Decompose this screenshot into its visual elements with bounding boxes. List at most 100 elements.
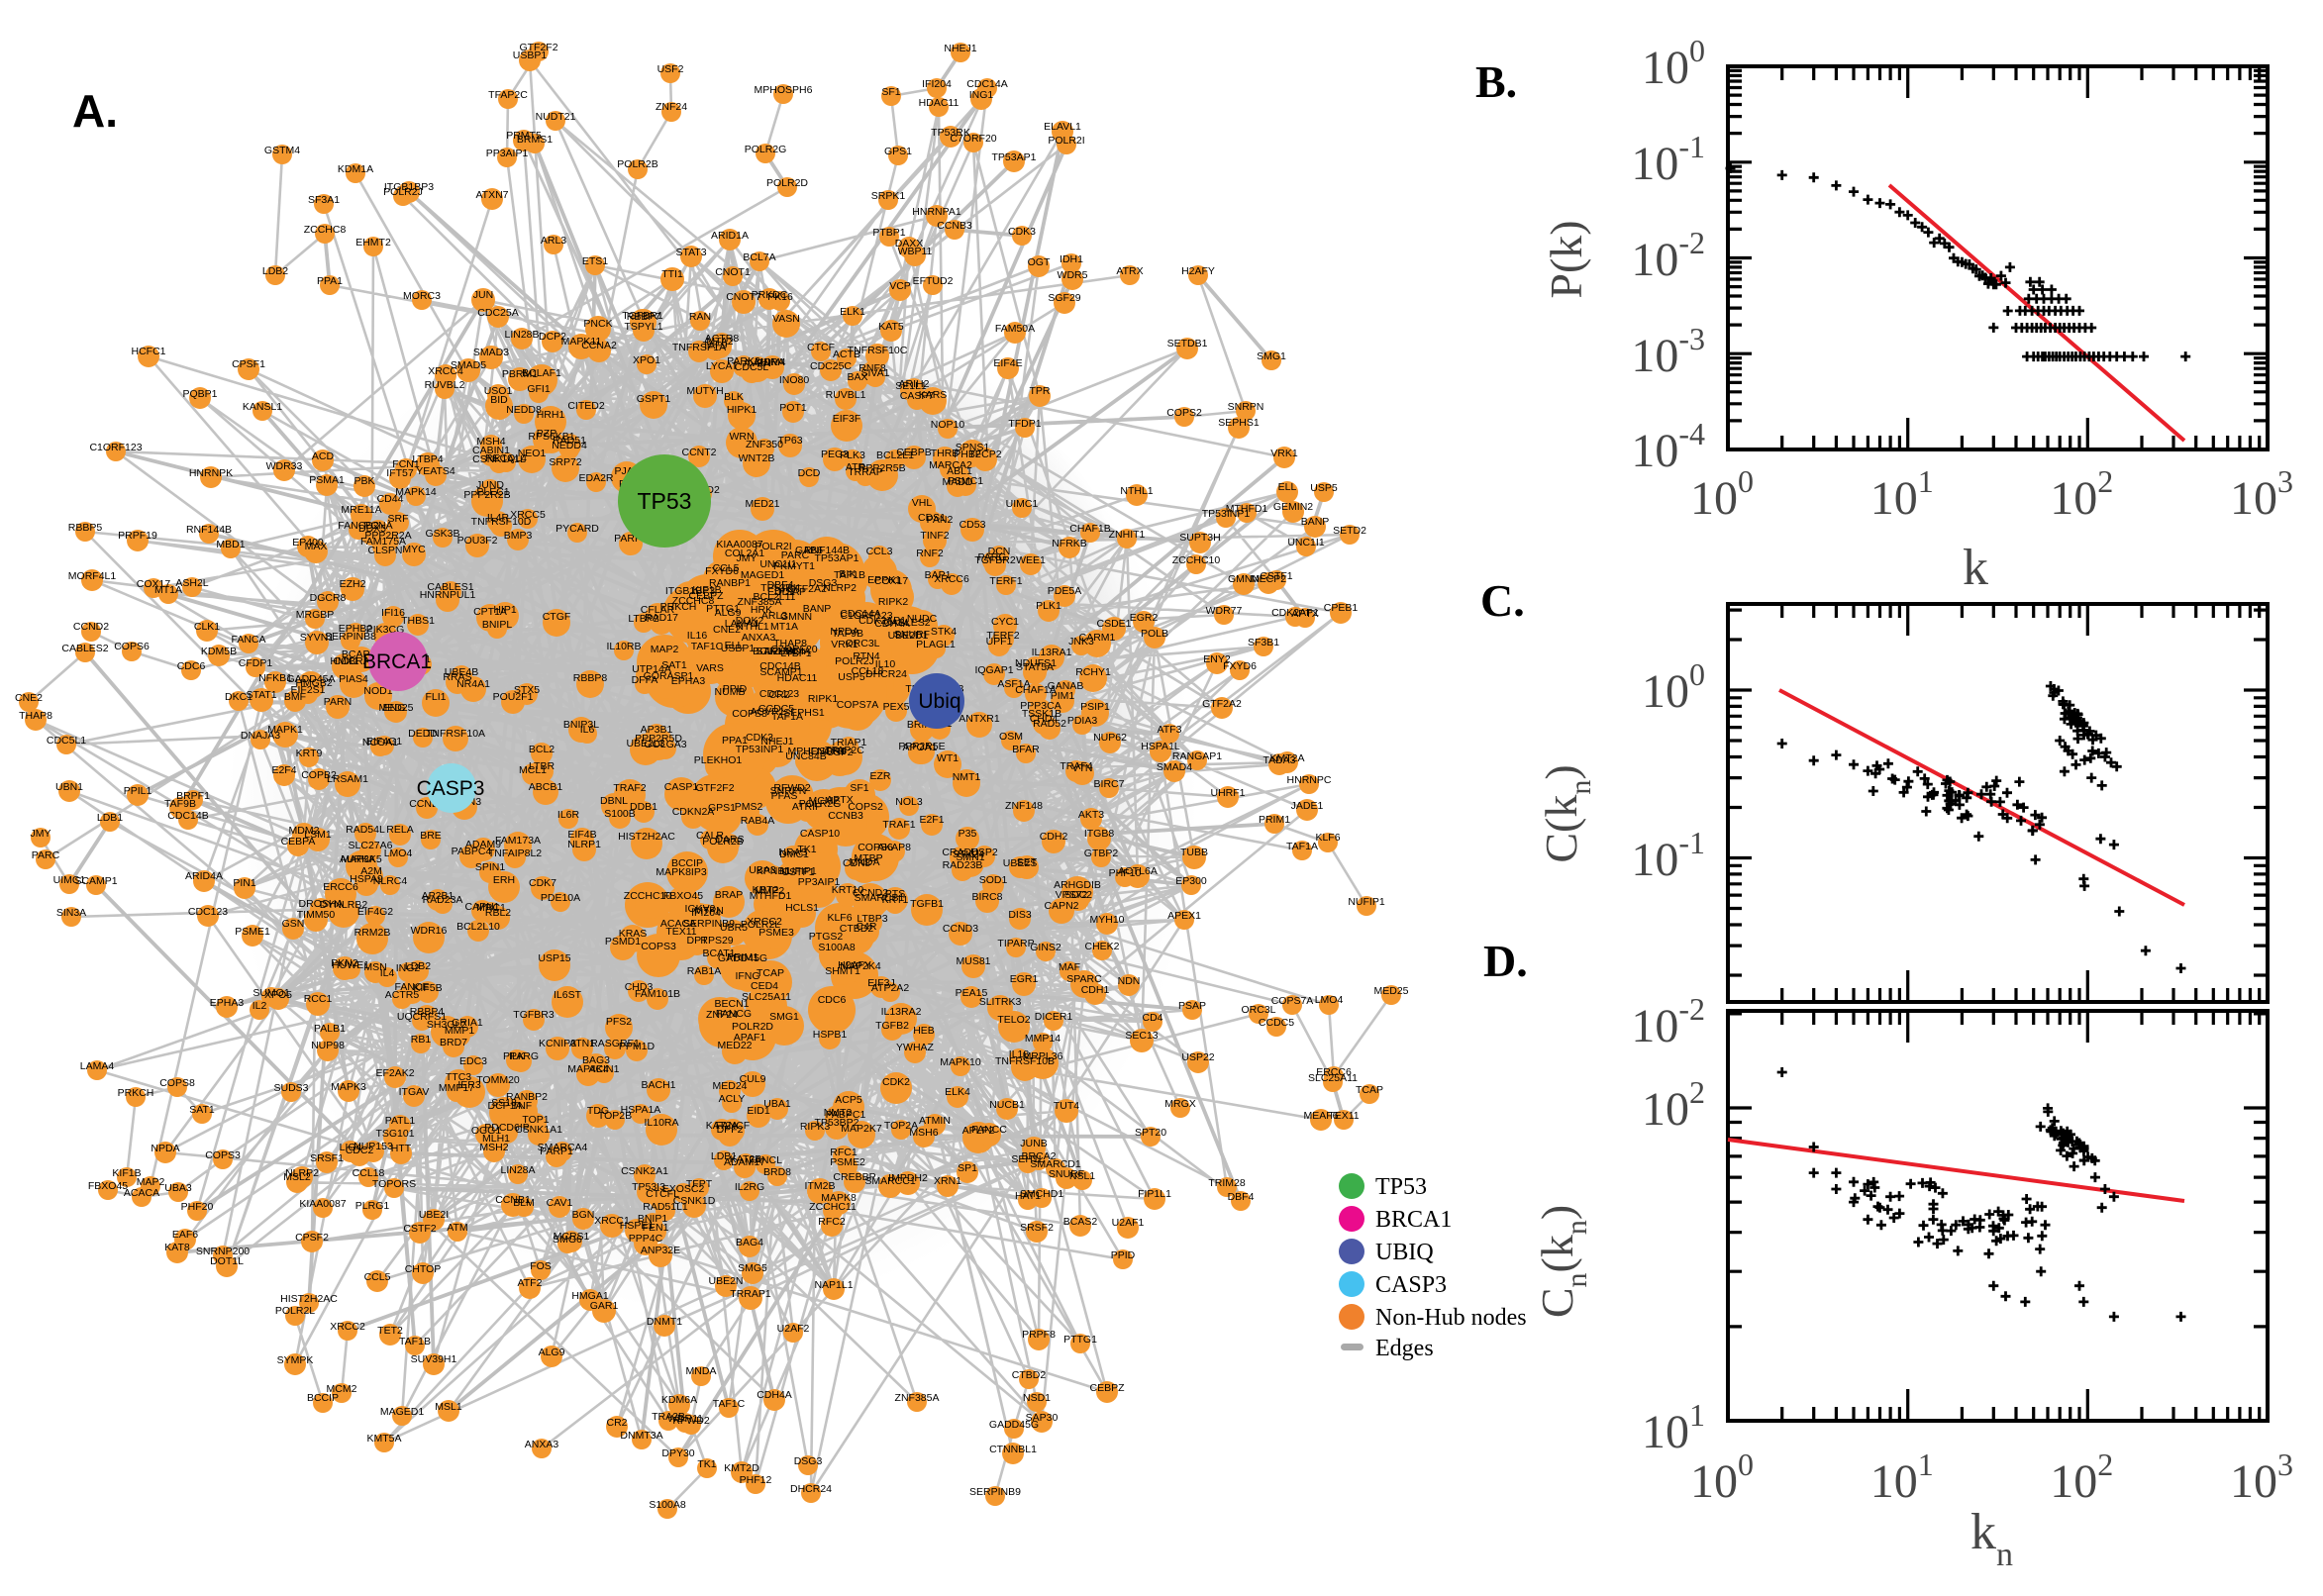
svg-text:CDH4A: CDH4A xyxy=(874,618,910,630)
svg-text:LTBP2: LTBP2 xyxy=(628,613,658,625)
svg-text:BLK: BLK xyxy=(724,391,744,403)
svg-text:KAT2A: KAT2A xyxy=(706,1120,738,1132)
svg-text:NSD1: NSD1 xyxy=(1023,1392,1051,1404)
svg-text:EIF4G2: EIF4G2 xyxy=(357,906,393,918)
svg-text:GOLGA3: GOLGA3 xyxy=(644,739,686,750)
svg-text:TRAF4: TRAF4 xyxy=(1060,760,1092,772)
svg-text:PRKCH: PRKCH xyxy=(660,601,697,613)
svg-text:UBE2S: UBE2S xyxy=(1003,857,1037,869)
svg-text:KIF5B: KIF5B xyxy=(413,982,442,994)
svg-text:PK16: PK16 xyxy=(767,291,793,303)
svg-text:BMP3: BMP3 xyxy=(504,530,533,542)
svg-text:BNIP3L: BNIP3L xyxy=(563,719,599,731)
svg-text:CNOT1: CNOT1 xyxy=(715,266,751,278)
svg-text:COPS8: COPS8 xyxy=(159,1077,195,1089)
svg-text:TUT4: TUT4 xyxy=(1054,1100,1079,1112)
svg-text:COPS2: COPS2 xyxy=(1166,407,1202,419)
svg-text:MYH10: MYH10 xyxy=(1089,914,1124,926)
svg-text:TP53AP1: TP53AP1 xyxy=(815,552,859,564)
svg-text:SMAD4: SMAD4 xyxy=(1157,761,1192,773)
svg-text:USBP1: USBP1 xyxy=(513,50,548,61)
svg-text:CTCFL: CTCFL xyxy=(646,1188,679,1200)
svg-text:GSTM4: GSTM4 xyxy=(264,145,300,156)
svg-text:ACVR1: ACVR1 xyxy=(750,706,784,718)
svg-text:IL6: IL6 xyxy=(580,724,595,736)
svg-text:USP5: USP5 xyxy=(1310,482,1338,494)
svg-text:PLAGL1: PLAGL1 xyxy=(916,639,956,650)
svg-text:TGFBR1: TGFBR1 xyxy=(622,310,663,322)
svg-text:SMARCD1: SMARCD1 xyxy=(1030,1158,1081,1170)
svg-text:101: 101 xyxy=(1642,1397,1705,1458)
svg-text:MPHOSPH6: MPHOSPH6 xyxy=(788,746,847,757)
svg-text:ATF3: ATF3 xyxy=(1158,724,1182,736)
svg-text:ITGB8: ITGB8 xyxy=(1084,828,1115,840)
svg-text:TINF2: TINF2 xyxy=(920,530,949,542)
svg-text:CASP3: CASP3 xyxy=(1375,1272,1447,1298)
svg-text:LDB1: LDB1 xyxy=(711,1150,737,1162)
svg-text:CHEK2: CHEK2 xyxy=(1084,941,1119,952)
svg-text:BECN1: BECN1 xyxy=(714,998,749,1010)
svg-text:EDD1: EDD1 xyxy=(767,586,795,598)
svg-text:DYNLRB2: DYNLRB2 xyxy=(320,899,368,911)
svg-text:CAV1: CAV1 xyxy=(547,1197,573,1209)
svg-text:UNC1I1: UNC1I1 xyxy=(759,558,797,570)
svg-text:D.: D. xyxy=(1483,936,1528,986)
svg-text:GPS1: GPS1 xyxy=(708,802,736,814)
svg-text:UBE2N: UBE2N xyxy=(708,1275,743,1287)
svg-text:DCP1A: DCP1A xyxy=(487,1100,522,1112)
svg-text:RANGAP1: RANGAP1 xyxy=(1172,750,1222,762)
svg-text:ARL3: ARL3 xyxy=(541,235,566,247)
svg-text:PRPF19: PRPF19 xyxy=(118,530,157,542)
svg-text:UNC84B: UNC84B xyxy=(785,750,826,762)
svg-text:LIN28A: LIN28A xyxy=(500,1164,535,1176)
svg-text:ZCCHC10: ZCCHC10 xyxy=(1172,554,1221,566)
svg-text:SRPK1: SRPK1 xyxy=(871,190,906,202)
svg-text:GAB6: GAB6 xyxy=(795,545,823,556)
svg-text:TRRAP: TRRAP xyxy=(848,466,883,478)
svg-text:RRM2B: RRM2B xyxy=(354,927,391,939)
svg-text:IL18: IL18 xyxy=(1009,1048,1030,1060)
svg-text:ETS1: ETS1 xyxy=(582,255,608,267)
svg-text:CYC1: CYC1 xyxy=(991,616,1019,628)
svg-text:RNF2: RNF2 xyxy=(916,548,944,559)
svg-text:XRN1: XRN1 xyxy=(934,1175,961,1187)
svg-text:ASH2L: ASH2L xyxy=(175,577,208,589)
svg-text:APAF1: APAF1 xyxy=(734,1032,766,1044)
svg-text:SS18: SS18 xyxy=(491,1097,517,1109)
svg-text:GSN: GSN xyxy=(282,918,305,930)
svg-text:AP3B1: AP3B1 xyxy=(641,724,673,736)
svg-text:CNE2: CNE2 xyxy=(15,692,43,704)
svg-text:KAT2B: KAT2B xyxy=(730,1153,761,1165)
svg-text:RAB4A: RAB4A xyxy=(741,815,774,827)
svg-text:DOT1L: DOT1L xyxy=(210,1255,244,1267)
svg-text:USF2: USF2 xyxy=(827,747,854,758)
svg-text:DHCR24: DHCR24 xyxy=(865,668,907,680)
svg-text:MTHFD1: MTHFD1 xyxy=(1226,503,1268,515)
svg-text:CCNB1: CCNB1 xyxy=(495,1194,531,1206)
svg-text:PRKCH: PRKCH xyxy=(118,1087,154,1099)
svg-text:EIF2S1: EIF2S1 xyxy=(290,684,325,696)
svg-text:CDC25C: CDC25C xyxy=(810,360,852,372)
svg-text:NTHL1: NTHL1 xyxy=(736,621,768,633)
svg-text:SRF: SRF xyxy=(388,513,409,525)
svg-text:WDR5: WDR5 xyxy=(1058,269,1088,281)
svg-text:SERPINB8: SERPINB8 xyxy=(325,631,376,643)
svg-text:ITGAV: ITGAV xyxy=(399,1086,430,1098)
svg-text:DDB1: DDB1 xyxy=(630,801,657,813)
svg-text:THAP8: THAP8 xyxy=(19,710,52,722)
svg-text:MMP2: MMP2 xyxy=(755,885,784,897)
svg-text:MSL2: MSL2 xyxy=(283,1171,311,1183)
svg-text:ATMIN: ATMIN xyxy=(919,1115,951,1127)
svg-text:TP53I3: TP53I3 xyxy=(632,1181,665,1193)
svg-text:PTS: PTS xyxy=(885,888,905,900)
svg-text:BRE: BRE xyxy=(420,830,442,842)
svg-text:PLK1: PLK1 xyxy=(1036,600,1061,612)
svg-text:PRPF8: PRPF8 xyxy=(1022,1329,1056,1341)
svg-text:TNFRSF10D: TNFRSF10D xyxy=(471,516,532,528)
svg-text:LIN28B: LIN28B xyxy=(504,329,539,341)
svg-text:BRD7: BRD7 xyxy=(440,1037,467,1048)
svg-text:ING2: ING2 xyxy=(396,962,421,974)
svg-text:HCFC1: HCFC1 xyxy=(131,346,165,357)
svg-text:CPSF1: CPSF1 xyxy=(232,358,265,370)
svg-text:PFS2: PFS2 xyxy=(606,1016,632,1028)
